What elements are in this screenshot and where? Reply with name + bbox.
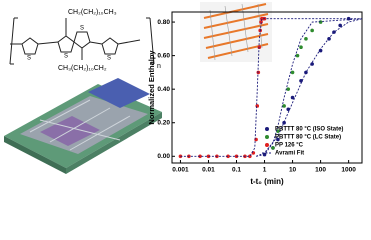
- data-point: [318, 20, 323, 24]
- fit-line: [180, 18, 363, 157]
- x-tick-label: 1: [263, 167, 267, 174]
- y-tick-label: 0.40: [157, 86, 170, 93]
- side-chain-top: CH₂(CH₂)₁₀CH₃: [68, 9, 117, 16]
- atom-label: S: [64, 54, 68, 60]
- plot-frame: [171, 11, 363, 164]
- data-point: [310, 28, 314, 33]
- data-point: [282, 104, 286, 108]
- x-axis-label: t-t₀ (min): [250, 177, 284, 186]
- legend-marker: [265, 127, 269, 131]
- data-point: [295, 53, 300, 58]
- atom-label: S: [27, 56, 31, 62]
- data-point: [290, 70, 295, 75]
- legend-label: Avrami Fit: [275, 151, 304, 157]
- legend-marker: [265, 143, 269, 147]
- y-tick-label: 0.80: [157, 19, 170, 26]
- data-point: [338, 23, 342, 28]
- data-point: [286, 107, 291, 112]
- data-point: [226, 154, 230, 159]
- data-point: [304, 37, 308, 41]
- side-chain-bottom: CH₃(CH₂)₁₀CH₂: [58, 65, 107, 72]
- x-tick-label: 10: [289, 167, 297, 174]
- y-tick-label: 0.00: [157, 153, 170, 160]
- y-axis-label: Normalized Enthalpy: [147, 50, 156, 125]
- legend-label: PBTTT 80 °C (ISO State): [275, 127, 343, 133]
- device-illustration: [4, 78, 162, 174]
- packing-illustration: [200, 2, 272, 62]
- x-tick-label: 1000: [341, 167, 356, 174]
- legend-label: PP 126 °C: [275, 143, 304, 149]
- atom-label: S: [107, 56, 111, 62]
- data-point: [290, 95, 295, 100]
- chart: 0.00 0.20 0.40 0.60 0.80 0.001 0.01 0.1 1 10 100 10…: [147, 11, 363, 186]
- data-point: [299, 45, 303, 50]
- x-tick-label: 0.1: [232, 167, 241, 174]
- legend-marker: [265, 135, 269, 139]
- data-point: [310, 62, 314, 66]
- y-tick-label: 0.20: [157, 119, 170, 126]
- data-point: [198, 154, 202, 159]
- data-point: [259, 20, 263, 24]
- atom-label: S: [80, 26, 84, 32]
- data-point: [299, 78, 303, 83]
- repeat-unit: n: [157, 63, 161, 70]
- legend-label: PBTTT 80 °C (LC State): [275, 135, 341, 141]
- x-tick-label: 0.01: [202, 167, 215, 174]
- data-point: [282, 120, 286, 125]
- x-tick-label: 100: [315, 167, 326, 174]
- data-point: [286, 87, 291, 91]
- figure: CH₂(CH₂)₁₀CH₃ CH₃(CH₂)₁₀CH₂ n S S S S 0.…: [4, 2, 363, 186]
- data-point: [271, 146, 275, 150]
- data-point: [255, 104, 260, 108]
- x-tick-label: 0.001: [172, 167, 189, 174]
- data-point: [276, 137, 280, 142]
- chemical-structure: [9, 17, 155, 65]
- y-tick-label: 0.60: [157, 52, 170, 59]
